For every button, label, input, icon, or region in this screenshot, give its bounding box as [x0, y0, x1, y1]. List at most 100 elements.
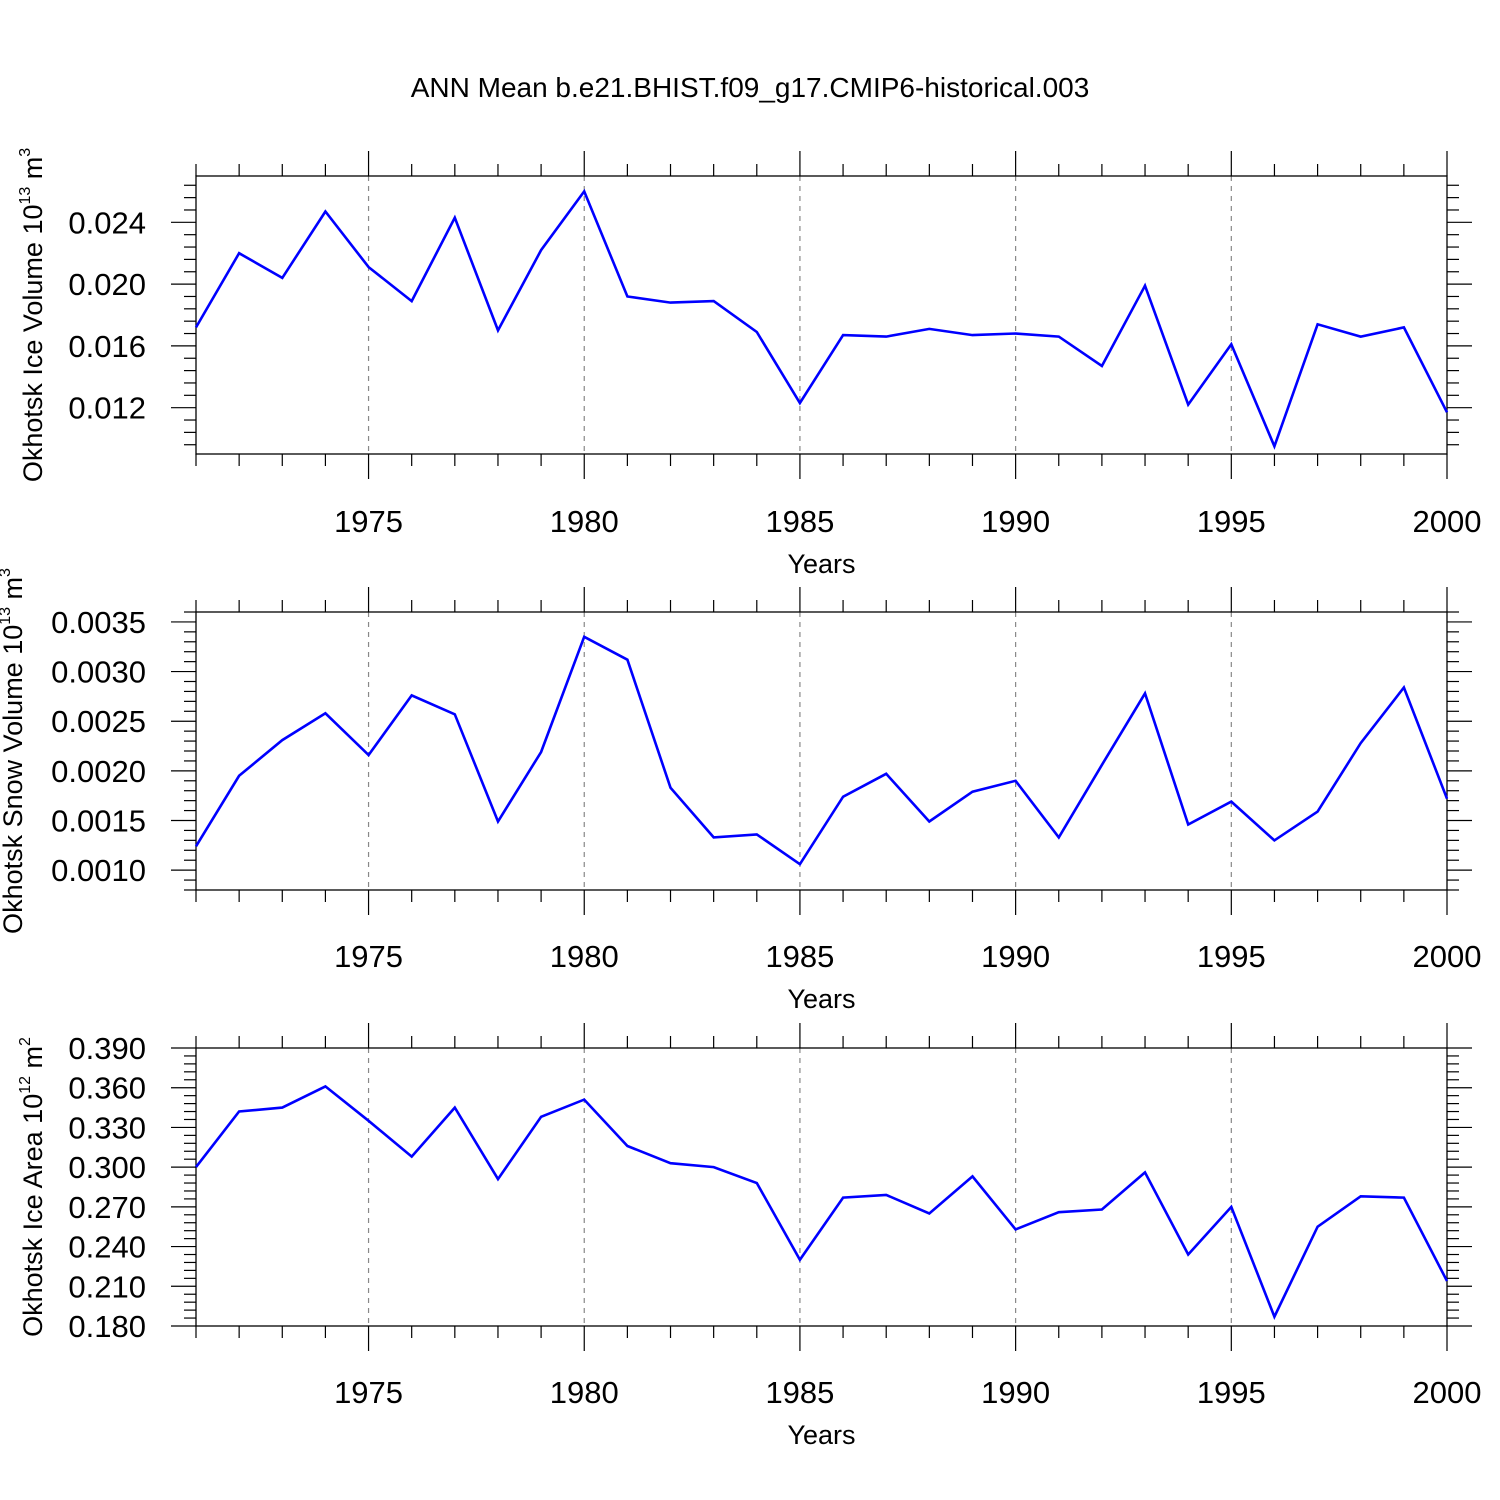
data-point: [1187, 1253, 1189, 1255]
data-point: [928, 1212, 930, 1214]
data-point: [195, 845, 197, 847]
y-tick-label: 0.0035: [51, 605, 146, 640]
data-point: [928, 328, 930, 330]
y-axis-label: Okhotsk Ice Area 1012 m2: [17, 1037, 48, 1337]
y-tick-label: 0.024: [68, 205, 146, 240]
data-point: [669, 1162, 671, 1164]
x-axis-label: Years: [787, 984, 855, 1014]
data-point: [712, 836, 714, 838]
data-point: [410, 1155, 412, 1157]
data-point: [1403, 1196, 1405, 1198]
data-point: [195, 1166, 197, 1168]
data-point: [1014, 780, 1016, 782]
data-point: [799, 402, 801, 404]
y-tick-label: 0.020: [68, 267, 146, 302]
x-tick-label: 1980: [550, 504, 619, 539]
x-tick-label: 1975: [334, 1375, 403, 1410]
data-point: [885, 773, 887, 775]
data-point: [583, 190, 585, 192]
series-line: [194, 1084, 1449, 1320]
data-point: [1101, 764, 1103, 766]
x-tick-label: 1990: [981, 939, 1050, 974]
data-point: [1360, 335, 1362, 337]
data-point: [1316, 323, 1318, 325]
x-tick-label: 2000: [1413, 939, 1482, 974]
data-point: [410, 300, 412, 302]
data-point: [712, 300, 714, 302]
data-point: [1230, 1206, 1232, 1208]
data-point: [1403, 686, 1405, 688]
plot-frame: [195, 175, 1448, 455]
y-tick-label: 0.012: [68, 391, 146, 426]
data-point: [756, 1182, 758, 1184]
data-point: [238, 252, 240, 254]
data-point: [1058, 1211, 1060, 1213]
x-tick-label: 1990: [981, 1375, 1050, 1410]
x-tick-label: 1980: [550, 1375, 619, 1410]
data-point: [410, 694, 412, 696]
data-point: [1101, 365, 1103, 367]
data-point: [626, 1145, 628, 1147]
y-tick-label: 0.0010: [51, 853, 146, 888]
series-line: [194, 634, 1449, 867]
data-point: [1101, 1208, 1103, 1210]
x-tick-label: 1985: [765, 939, 834, 974]
data-point: [281, 739, 283, 741]
data-point: [669, 787, 671, 789]
y-tick-label: 0.270: [68, 1190, 146, 1225]
data-point: [1360, 742, 1362, 744]
data-point: [626, 295, 628, 297]
data-point: [1273, 839, 1275, 841]
data-point: [928, 820, 930, 822]
data-point: [626, 658, 628, 660]
data-point: [799, 863, 801, 865]
y-tick-label: 0.240: [68, 1230, 146, 1265]
data-point: [842, 1196, 844, 1198]
data-point: [971, 334, 973, 336]
x-tick-label: 1975: [334, 504, 403, 539]
data-point: [238, 775, 240, 777]
y-tick-label: 0.016: [68, 329, 146, 364]
data-point: [1058, 335, 1060, 337]
data-point: [1273, 1316, 1275, 1318]
data-point: [497, 1178, 499, 1180]
x-axis-label: Years: [787, 1420, 855, 1450]
data-point: [1014, 332, 1016, 334]
data-point: [1230, 343, 1232, 345]
data-point: [1144, 1171, 1146, 1173]
y-tick-label: 0.0020: [51, 754, 146, 789]
data-point: [540, 1116, 542, 1118]
x-tick-label: 1985: [765, 504, 834, 539]
data-point: [1403, 326, 1405, 328]
ice-volume-panel: 0.012 0.016 0.020 0.024 1975 1980 1985 1990 1995…: [17, 148, 1481, 579]
data-point: [712, 1166, 714, 1168]
y-tick-label: 0.300: [68, 1150, 146, 1185]
data-point: [454, 1106, 456, 1108]
data-point: [799, 1259, 801, 1261]
plot-frame: [195, 611, 1448, 891]
data-point: [1187, 403, 1189, 405]
y-axis-label: Okhotsk Snow Volume 1013 m3: [0, 568, 28, 934]
data-point: [497, 820, 499, 822]
data-point: [1144, 692, 1146, 694]
data-point: [454, 713, 456, 715]
data-point: [1446, 411, 1448, 413]
y-tick-label: 0.0030: [51, 655, 146, 690]
x-axis-label: Years: [787, 549, 855, 579]
data-point: [454, 217, 456, 219]
data-point: [1316, 1226, 1318, 1228]
y-tick-label: 0.180: [68, 1309, 146, 1344]
data-point: [971, 791, 973, 793]
data-point: [583, 1098, 585, 1100]
data-point: [842, 334, 844, 336]
data-point: [540, 249, 542, 251]
data-point: [540, 751, 542, 753]
x-tick-label: 1995: [1197, 504, 1266, 539]
data-point: [1360, 1195, 1362, 1197]
figure-title: ANN Mean b.e21.BHIST.f09_g17.CMIP6-histo…: [410, 72, 1090, 103]
y-tick-label: 0.390: [68, 1031, 146, 1066]
x-tick-label: 1990: [981, 504, 1050, 539]
y-tick-label: 0.360: [68, 1071, 146, 1106]
y-tick-label: 0.210: [68, 1269, 146, 1304]
